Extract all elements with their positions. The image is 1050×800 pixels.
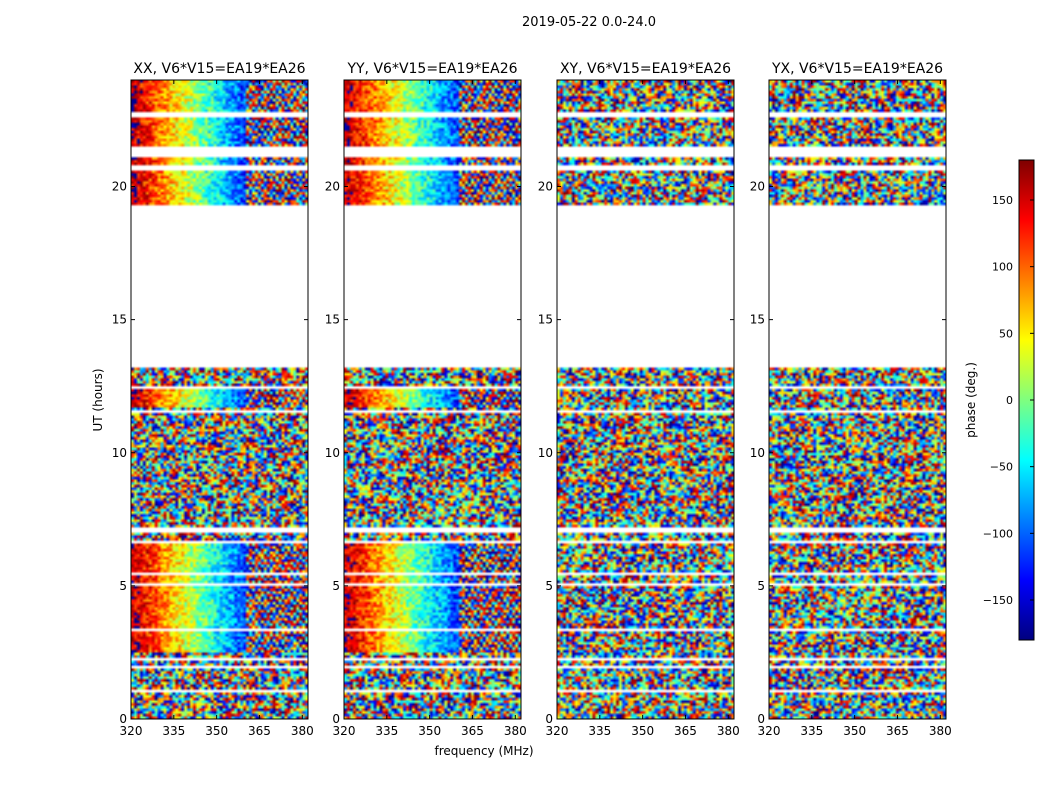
x-tick-label: 380	[291, 724, 314, 738]
y-tick-label: 5	[757, 579, 765, 593]
y-tick-label: 5	[119, 579, 127, 593]
x-tick-label: 320	[120, 724, 143, 738]
colorbar-tick-label: 150	[992, 194, 1013, 207]
y-tick-label: 5	[332, 579, 340, 593]
colorbar-tick-label: 100	[992, 261, 1013, 274]
x-tick-label: 335	[588, 724, 611, 738]
x-tick-label: 335	[162, 724, 185, 738]
colorbar-label: phase (deg.)	[964, 362, 978, 438]
x-tick-label: 365	[886, 724, 909, 738]
panel-xx: XX, V6*V15=EA19*EA26 320 335 350 365 380 0 5 10 1…	[112, 61, 314, 738]
y-axis-label: UT (hours)	[91, 368, 105, 431]
x-tick-label: 365	[248, 724, 271, 738]
panel-frame	[130, 79, 309, 720]
panel-frame	[343, 79, 522, 720]
x-tick-label: 380	[929, 724, 952, 738]
panel-title: YX, V6*V15=EA19*EA26	[771, 61, 943, 77]
colorbar-tick-label: −150	[983, 594, 1013, 607]
y-tick-label: 0	[757, 712, 765, 726]
y-tick-label: 15	[538, 313, 553, 327]
panel-yy: YY, V6*V15=EA19*EA26 320 335 350 365 380 0 5 10 1…	[325, 61, 527, 738]
x-tick-label: 365	[461, 724, 484, 738]
x-tick-label: 350	[205, 724, 228, 738]
x-tick-label: 335	[375, 724, 398, 738]
y-tick-label: 10	[325, 446, 340, 460]
y-tick-label: 10	[750, 446, 765, 460]
panel-yx: YX, V6*V15=EA19*EA26 320 335 350 365 380 0 5 10 1…	[750, 61, 952, 738]
panel-xy: XY, V6*V15=EA19*EA26 320 335 350 365 380 0 5 10 1…	[538, 61, 740, 738]
colorbar-tick-label: −100	[983, 527, 1013, 540]
y-tick-label: 0	[119, 712, 127, 726]
y-tick-label: 20	[538, 180, 553, 194]
colorbar-tick-label: 50	[999, 327, 1013, 340]
x-tick-label: 350	[631, 724, 654, 738]
x-tick-label: 320	[546, 724, 569, 738]
panel-title: XX, V6*V15=EA19*EA26	[133, 61, 305, 77]
y-tick-label: 10	[112, 446, 127, 460]
panel-frame	[556, 79, 735, 720]
x-tick-label: 380	[717, 724, 740, 738]
x-tick-label: 320	[758, 724, 781, 738]
x-tick-label: 320	[333, 724, 356, 738]
y-tick-label: 10	[538, 446, 553, 460]
x-tick-label: 380	[504, 724, 527, 738]
y-tick-label: 15	[325, 313, 340, 327]
phase-heatmap	[131, 80, 308, 719]
phase-heatmap	[344, 80, 521, 719]
panel-title: XY, V6*V15=EA19*EA26	[560, 61, 731, 77]
colorbar-tick-label: 0	[1006, 394, 1013, 407]
y-tick-label: 20	[112, 180, 127, 194]
y-tick-label: 0	[332, 712, 340, 726]
x-axis-label: frequency (MHz)	[434, 744, 533, 758]
panel-frame	[768, 79, 947, 720]
phase-heatmap	[557, 80, 734, 719]
y-tick-label: 15	[112, 313, 127, 327]
y-tick-label: 20	[750, 180, 765, 194]
panel-title: YY, V6*V15=EA19*EA26	[346, 61, 517, 77]
y-tick-label: 20	[325, 180, 340, 194]
x-tick-label: 365	[674, 724, 697, 738]
colorbar-tick-label: −50	[990, 461, 1013, 474]
y-tick-label: 5	[545, 579, 553, 593]
x-tick-label: 350	[418, 724, 441, 738]
x-tick-label: 335	[800, 724, 823, 738]
phase-heatmap	[769, 80, 946, 719]
figure-suptitle: 2019-05-22 0.0-24.0	[522, 15, 656, 30]
y-tick-label: 15	[750, 313, 765, 327]
y-tick-label: 0	[545, 712, 553, 726]
x-tick-label: 350	[843, 724, 866, 738]
colorbar: 150 100 50 0 −50 −100 −150 phase (deg.)	[964, 159, 1035, 641]
